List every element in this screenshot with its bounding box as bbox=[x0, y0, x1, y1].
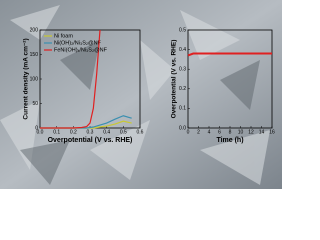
y-tick-label: 200 bbox=[30, 27, 39, 33]
y-tick-label: 150 bbox=[30, 52, 39, 58]
x-tick-label: 4 bbox=[208, 129, 211, 135]
x-tick-label: 0 bbox=[187, 129, 190, 135]
x-tick-label: 14 bbox=[259, 129, 265, 135]
y-tick-label: 0.1 bbox=[179, 106, 186, 112]
x-tick-label: 6 bbox=[218, 129, 221, 135]
x-axis-label: Overpotential (V vs. RHE) bbox=[48, 137, 133, 144]
sem-shadows bbox=[20, 40, 260, 185]
x-tick-label: 16 bbox=[269, 129, 275, 135]
y-axis-label: Current density (mA cm⁻²) bbox=[23, 38, 30, 119]
figure: 0.0 0.1 0.2 0.3 0.4 0.5 0.6050100150200Overpot… bbox=[0, 0, 282, 189]
y-tick-label: 50 bbox=[32, 101, 38, 107]
y-tick-label: 0.0 bbox=[179, 125, 186, 131]
y-axis-label: Overpotential (V vs. RHE) bbox=[171, 40, 178, 119]
data-line bbox=[187, 52, 272, 57]
data-line bbox=[40, 29, 101, 129]
x-tick-label: 2 bbox=[197, 129, 200, 135]
y-tick-label: 0 bbox=[35, 125, 38, 131]
y-tick-label: 0.2 bbox=[179, 86, 186, 92]
x-tick-label: 0.6 bbox=[137, 129, 144, 135]
y-tick-label: 0.3 bbox=[179, 67, 186, 73]
x-tick-label: 0.5 bbox=[120, 129, 127, 135]
y-tick-label: 100 bbox=[30, 76, 39, 82]
y-tick-label: 0.4 bbox=[179, 47, 186, 53]
legend-label: FeNi(OH)ₓ/Ni₃S₂@NF bbox=[54, 47, 108, 53]
x-axis-label: Time (h) bbox=[216, 137, 243, 144]
x-tick-label: 10 bbox=[238, 129, 244, 135]
legend-label: Ni foam bbox=[54, 33, 73, 39]
x-tick-label: 0.3 bbox=[87, 129, 94, 135]
y-tick-label: 0.5 bbox=[179, 27, 186, 33]
x-tick-label: 0.2 bbox=[70, 129, 77, 135]
sem-flakes bbox=[0, 5, 270, 185]
x-tick-label: 0.0 bbox=[37, 129, 44, 135]
x-tick-label: 0.4 bbox=[103, 129, 110, 135]
legend-label: Ni(OH)₂/Ni₃S₂@NF bbox=[54, 40, 102, 46]
x-tick-label: 8 bbox=[229, 129, 232, 135]
x-tick-label: 12 bbox=[248, 129, 254, 135]
x-tick-label: 0.1 bbox=[53, 129, 60, 135]
